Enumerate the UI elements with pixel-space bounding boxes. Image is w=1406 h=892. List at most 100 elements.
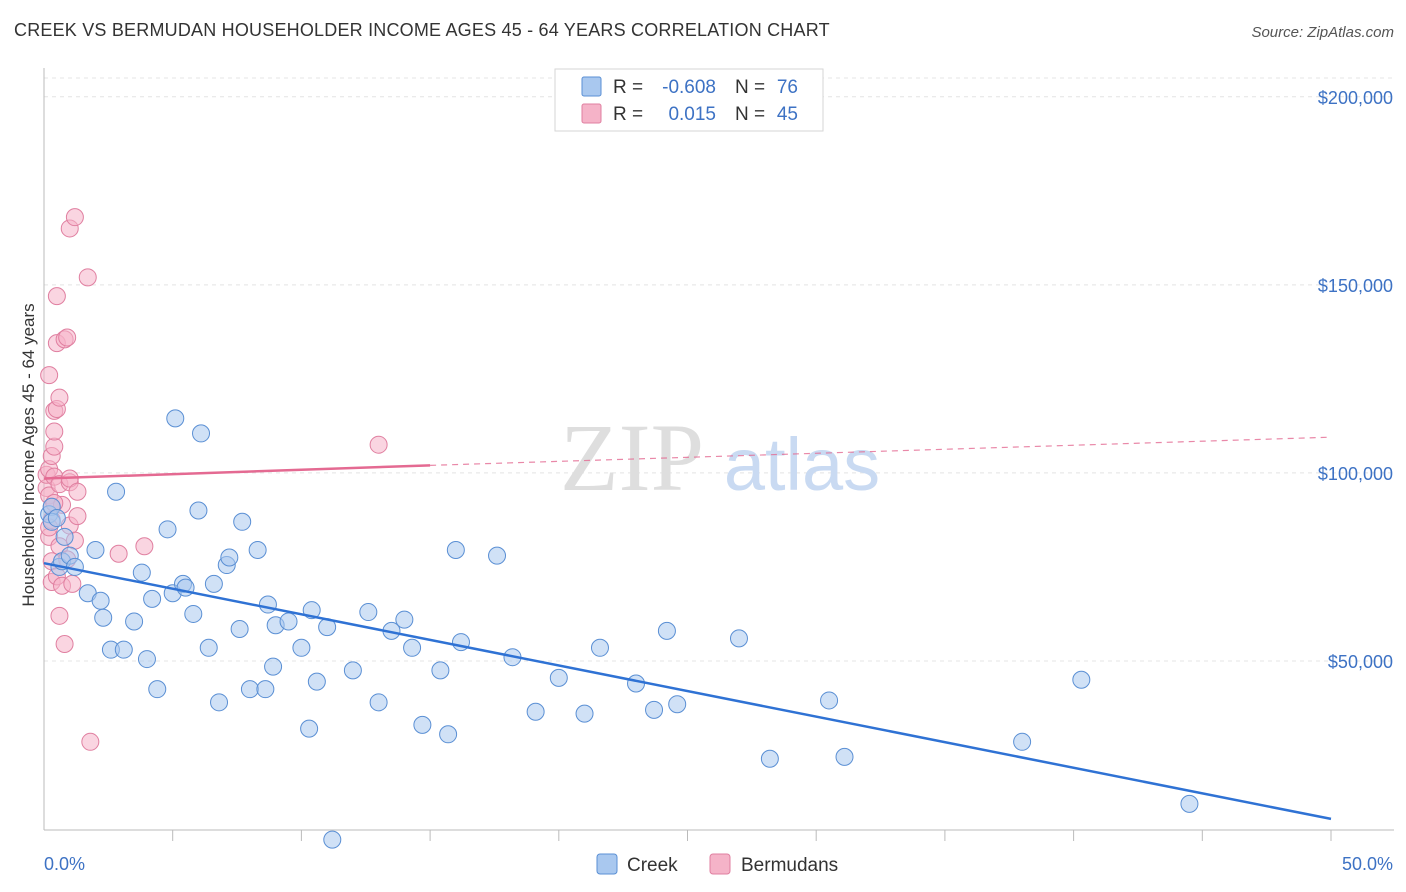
creek-point: [369, 693, 388, 712]
legend-r-value-bermudans: 0.015: [668, 104, 716, 125]
creek-point: [184, 604, 203, 623]
creek-point: [210, 693, 229, 712]
creek-point: [549, 668, 568, 687]
creek-point: [627, 674, 646, 693]
creek-point: [132, 563, 151, 582]
y-tick-label: $100,000: [1318, 464, 1393, 484]
creek-point: [300, 719, 319, 738]
bermudans-point: [369, 435, 388, 454]
bermudans-point: [47, 287, 66, 306]
bermudans-point: [50, 388, 69, 407]
creek-point: [47, 509, 66, 528]
creek-point: [86, 541, 105, 560]
trend-lines: [43, 436, 1332, 821]
creek-point: [148, 680, 167, 699]
creek-point: [323, 830, 342, 849]
creek-trend-line: [43, 561, 1332, 821]
creek-point: [526, 702, 545, 721]
creek-point: [760, 749, 779, 768]
x-tick-label-min: 0.0%: [44, 854, 85, 874]
chart-title: CREEK VS BERMUDAN HOUSEHOLDER INCOME AGE…: [14, 20, 830, 40]
bermudans-point: [63, 574, 82, 593]
bottom-legend-label-bermudans: Bermudans: [741, 855, 838, 876]
creek-point: [125, 612, 144, 631]
bermudans-point: [135, 537, 154, 556]
creek-point: [233, 512, 252, 531]
grid: [44, 77, 1394, 662]
creek-point: [1180, 794, 1199, 813]
legend-r-value-creek: -0.608: [662, 77, 716, 98]
creek-point: [835, 747, 854, 766]
y-axis-tick-labels: $50,000 $100,000 $150,000 $200,000: [1318, 88, 1393, 672]
bermudans-point: [50, 606, 69, 625]
chart-source: Source: ZipAtlas.com: [1251, 24, 1394, 41]
creek-point: [204, 574, 223, 593]
creek-point: [413, 715, 432, 734]
legend-n-label-creek: N =: [735, 77, 765, 98]
creek-point: [395, 610, 414, 629]
creek-point: [279, 612, 298, 631]
bottom-legend: Creek Bermudans: [596, 853, 838, 876]
creek-point: [114, 640, 133, 659]
bermudans-point: [78, 268, 97, 287]
creek-point: [403, 638, 422, 657]
creek-point: [645, 700, 664, 719]
creek-point: [668, 695, 687, 714]
creek-point: [166, 409, 185, 428]
creek-point: [230, 619, 249, 638]
creek-point: [258, 595, 277, 614]
creek-point: [91, 591, 110, 610]
legend-r-label-bermudans: R =: [613, 104, 643, 125]
creek-point: [575, 704, 594, 723]
creek-point: [220, 548, 239, 567]
legend: R = -0.608 N = 76 R = 0.015 N = 45: [554, 68, 824, 132]
creek-point: [820, 691, 839, 710]
creek-point: [729, 629, 748, 648]
bermudans-point: [109, 544, 128, 563]
bermudans-point: [55, 635, 74, 654]
creek-point: [359, 603, 378, 622]
creek-point: [55, 527, 74, 546]
creek-point: [189, 501, 208, 520]
creek-point: [439, 725, 458, 744]
bermudans-points: [37, 208, 388, 751]
legend-swatch-bermudans: [581, 103, 602, 124]
bottom-legend-swatch-creek: [596, 853, 618, 875]
creek-point: [307, 672, 326, 691]
y-tick-label: $200,000: [1318, 88, 1393, 108]
y-tick-label: $150,000: [1318, 276, 1393, 296]
legend-n-value-bermudans: 45: [777, 104, 798, 125]
creek-point: [94, 608, 113, 627]
bermudans-point: [45, 437, 64, 456]
creek-point: [590, 638, 609, 657]
legend-n-label-bermudans: N =: [735, 104, 765, 125]
creek-point: [240, 680, 259, 699]
bermudans-point: [58, 328, 77, 347]
bermudans-point: [68, 507, 87, 526]
watermark-zip: ZIP: [560, 404, 704, 511]
creek-point: [446, 541, 465, 560]
x-axis-ticks: [172, 830, 1332, 841]
bermudans-point: [45, 422, 64, 441]
bermudans-trend-line-dashed: [430, 436, 1332, 466]
watermark-atlas: atlas: [724, 423, 880, 506]
legend-r-label-creek: R =: [613, 77, 643, 98]
creek-point: [137, 650, 156, 669]
bottom-legend-swatch-bermudans: [709, 853, 731, 875]
creek-point: [248, 541, 267, 560]
legend-swatch-creek: [581, 76, 602, 97]
bermudans-trend-line-solid: [43, 464, 431, 480]
creek-point: [264, 657, 283, 676]
bermudans-point: [81, 732, 100, 751]
creek-point: [256, 680, 275, 699]
bermudans-point: [40, 366, 59, 385]
y-axis-title: Householder Income Ages 45 - 64 years: [19, 303, 38, 606]
y-tick-label: $50,000: [1328, 652, 1393, 672]
creek-point: [107, 482, 126, 501]
bottom-legend-label-creek: Creek: [627, 855, 678, 876]
creek-point: [1013, 732, 1032, 751]
creek-point: [343, 661, 362, 680]
creek-point: [158, 520, 177, 539]
creek-point: [1072, 670, 1091, 689]
